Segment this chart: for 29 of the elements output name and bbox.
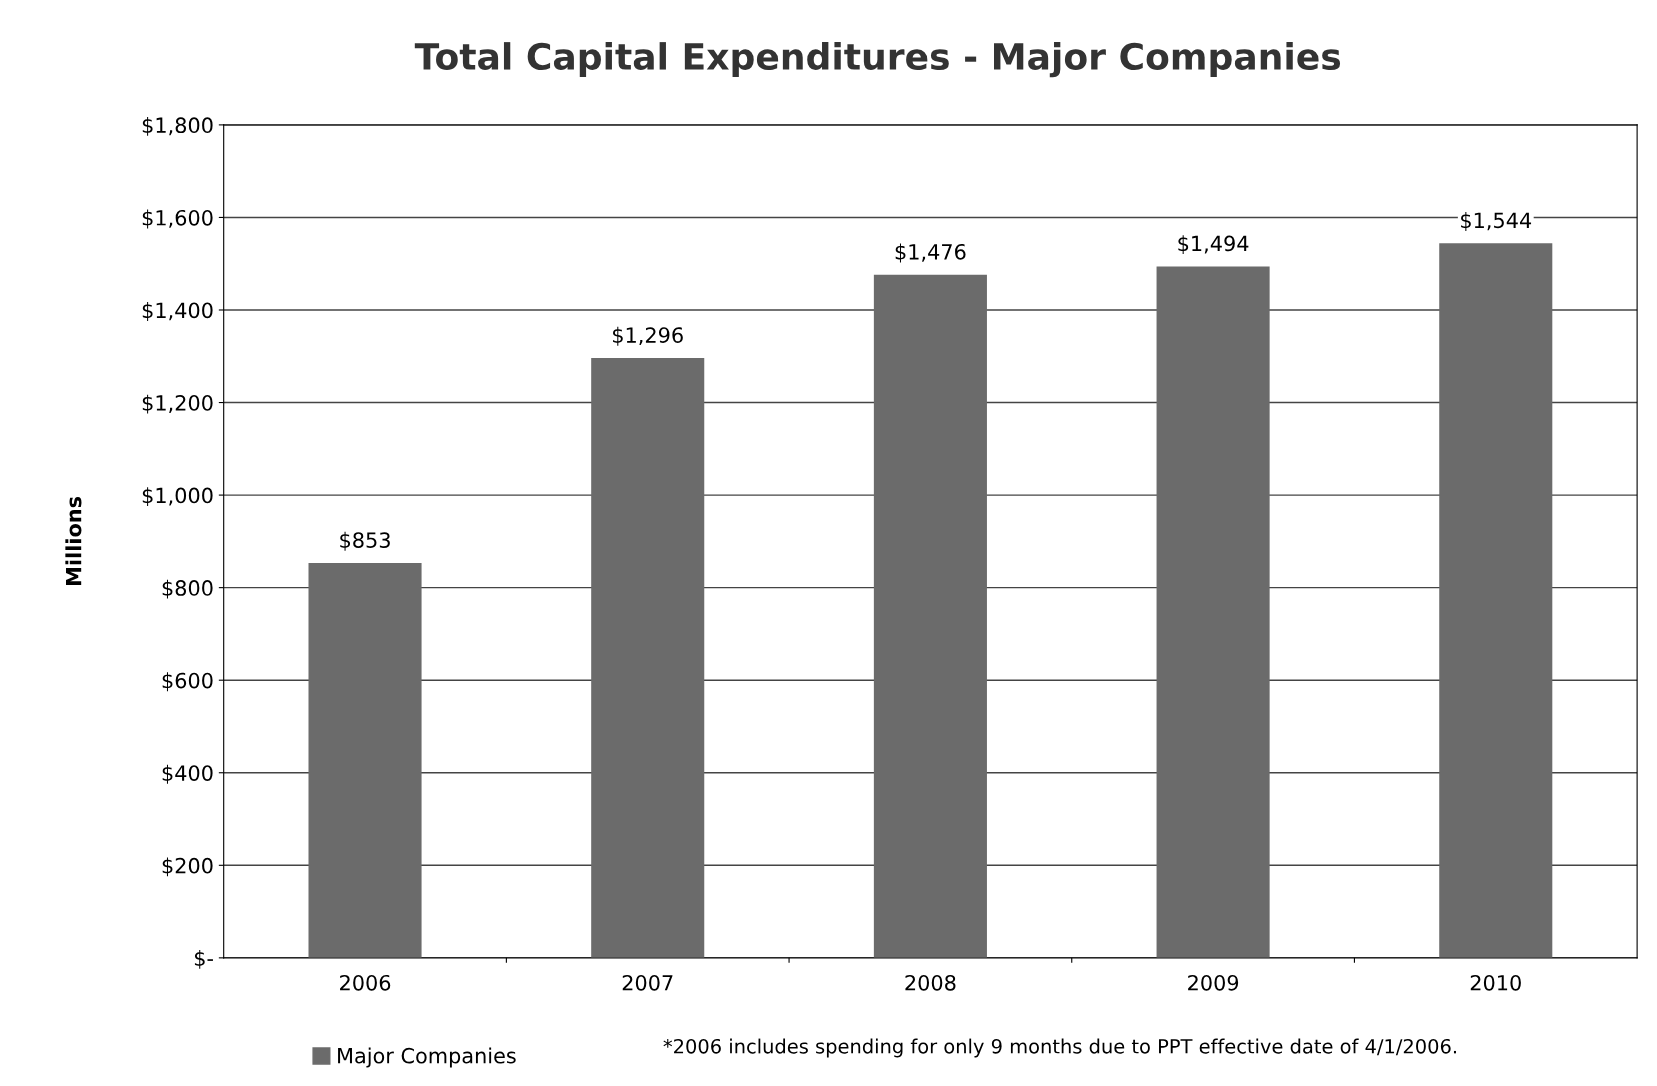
y-tick-label: $1,200 bbox=[142, 394, 213, 414]
y-tick-label: $600 bbox=[162, 672, 213, 692]
data-label: $1,544 bbox=[1461, 212, 1532, 231]
bar bbox=[873, 274, 987, 958]
x-tick-label: 2008 bbox=[905, 974, 956, 991]
y-tick-label: $1,000 bbox=[142, 487, 213, 507]
y-tick-label: $200 bbox=[162, 857, 213, 877]
x-tick-label: 2010 bbox=[1470, 974, 1521, 991]
y-tick-label: $1,800 bbox=[142, 116, 213, 136]
bar bbox=[308, 563, 422, 958]
y-tick-label: $800 bbox=[162, 579, 213, 599]
x-tick-label: 2006 bbox=[340, 974, 391, 991]
x-tick-label: 2009 bbox=[1188, 974, 1239, 991]
chart-title: Total Capital Expenditures - Major Companies bbox=[414, 42, 1341, 78]
y-tick-label: $1,400 bbox=[142, 302, 213, 321]
x-tick-label: 2007 bbox=[622, 974, 673, 991]
y-axis-title: Millions bbox=[65, 496, 82, 585]
y-tick-label: $400 bbox=[162, 764, 213, 784]
legend-label: Major Companies bbox=[338, 1047, 516, 1068]
bar bbox=[1439, 243, 1553, 958]
y-tick-label: $- bbox=[194, 949, 213, 969]
data-label: $853 bbox=[340, 531, 390, 551]
text: *2006 includes spending for only 9 months due to PPT effective date of 4/1/2006. bbox=[663, 1038, 1456, 1058]
bar bbox=[1156, 266, 1270, 958]
data-label: $1,296 bbox=[613, 326, 683, 346]
y-tick-label: $1,600 bbox=[142, 209, 213, 229]
data-label: $1,476 bbox=[895, 243, 966, 263]
data-label: $1,494 bbox=[1178, 235, 1249, 255]
bar bbox=[591, 358, 705, 958]
